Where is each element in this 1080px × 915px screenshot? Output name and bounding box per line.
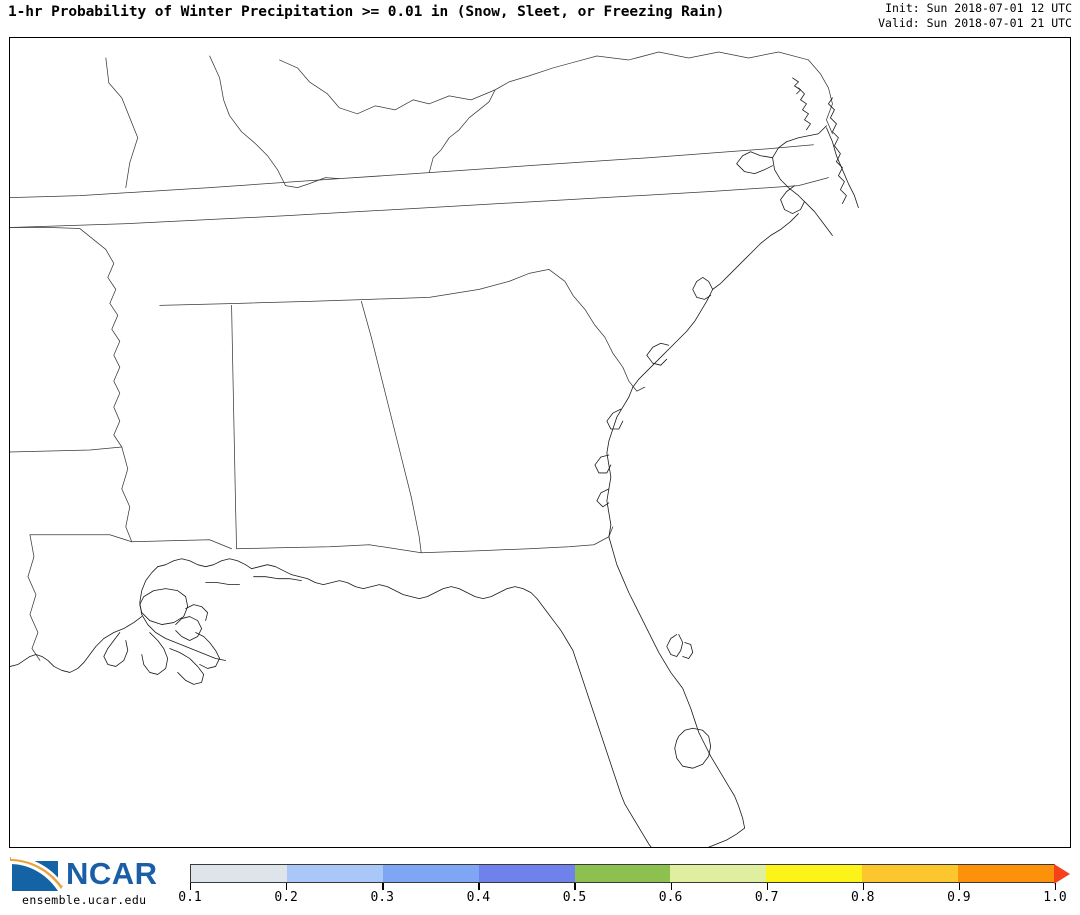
colorbar-ticks bbox=[190, 883, 1057, 891]
colorbar-label-6: 0.7 bbox=[754, 890, 779, 905]
colorbar-tick-3 bbox=[478, 883, 480, 890]
page-title: 1-hr Probability of Winter Precipitation… bbox=[8, 4, 725, 20]
state-boundaries bbox=[10, 52, 832, 660]
forecast-timestamps: Init: Sun 2018-07-01 12 UTC Valid: Sun 2… bbox=[878, 1, 1072, 31]
colorbar-tick-9 bbox=[1055, 883, 1057, 890]
header-bar: 1-hr Probability of Winter Precipitation… bbox=[0, 0, 1080, 38]
colorbar-extend-arrow-icon bbox=[1054, 863, 1070, 884]
colorbar-tick-7 bbox=[862, 883, 865, 890]
colorbar-tick-5 bbox=[670, 883, 672, 890]
colorbar[interactable]: 0.1 0.2 0.3 0.4 0.5 0.6 0.7 0.8 0.9 1.0 bbox=[178, 863, 1070, 912]
colorbar-tick-1 bbox=[286, 883, 288, 890]
colorbar-label-4: 0.5 bbox=[562, 890, 587, 905]
colorbar-tick-labels: 0.1 0.2 0.3 0.4 0.5 0.6 0.7 0.8 0.9 1.0 bbox=[178, 890, 1066, 910]
colorbar-segment-0 bbox=[191, 865, 287, 882]
colorbar-label-7: 0.8 bbox=[851, 890, 875, 905]
map-geography bbox=[10, 38, 1070, 847]
colorbar-tick-8 bbox=[958, 883, 961, 890]
valid-timestamp: Valid: Sun 2018-07-01 21 UTC bbox=[878, 16, 1072, 30]
colorbar-segment-3 bbox=[478, 865, 575, 882]
init-timestamp: Init: Sun 2018-07-01 12 UTC bbox=[885, 1, 1072, 15]
colorbar-segment-7 bbox=[862, 865, 959, 882]
colorbar-tick-6 bbox=[766, 883, 768, 890]
ensemble-url-label: ensemble.ucar.edu bbox=[22, 893, 147, 907]
ncar-mark-icon bbox=[10, 856, 63, 891]
colorbar-segment-1 bbox=[286, 865, 383, 882]
colorbar-label-9: 1.0 bbox=[1043, 890, 1067, 905]
footer-bar: NCAR ensemble.ucar.edu 0.1 0.2 0.3 0.4 0.5 0.… bbox=[0, 852, 1080, 915]
colorbar-label-8: 0.9 bbox=[947, 890, 971, 905]
ncar-wordmark: NCAR bbox=[66, 856, 158, 891]
colorbar-segment-6 bbox=[766, 865, 863, 882]
coastline bbox=[10, 78, 858, 847]
colorbar-segment-5 bbox=[670, 865, 767, 882]
colorbar-segment-4 bbox=[574, 865, 671, 882]
ncar-logo[interactable]: NCAR ensemble.ucar.edu bbox=[4, 854, 174, 912]
colorbar-tick-2 bbox=[382, 883, 384, 890]
colorbar-label-2: 0.3 bbox=[370, 890, 394, 905]
colorbar-gradient bbox=[190, 864, 1055, 883]
colorbar-segment-8 bbox=[958, 865, 1055, 882]
colorbar-segment-2 bbox=[382, 865, 479, 882]
colorbar-label-5: 0.6 bbox=[658, 890, 683, 905]
colorbar-label-0: 0.1 bbox=[178, 890, 202, 905]
colorbar-label-3: 0.4 bbox=[466, 890, 491, 905]
colorbar-tick-0 bbox=[190, 883, 192, 890]
colorbar-label-1: 0.2 bbox=[274, 890, 298, 905]
colorbar-tick-4 bbox=[574, 883, 576, 890]
map-panel[interactable] bbox=[9, 37, 1071, 848]
